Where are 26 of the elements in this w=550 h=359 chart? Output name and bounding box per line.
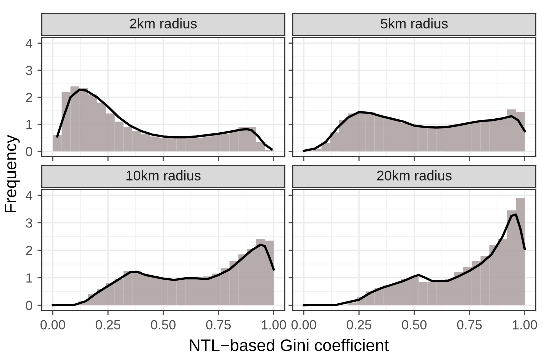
x-tick-label: 0.50 (402, 320, 427, 330)
x-axis-title: NTL−based Gini coefficient (190, 339, 390, 352)
x-tick-label: 0.00 (292, 320, 316, 330)
y-tick-label: 0 (26, 301, 32, 310)
x-tick-label: 0.75 (206, 320, 232, 330)
x-tick-label: 0.25 (346, 320, 372, 330)
y-tick-label: 2 (26, 246, 32, 256)
y-tick-label: 1 (26, 120, 32, 130)
y-tick-label: 4 (26, 39, 33, 48)
x-tick-label: 0.50 (151, 320, 176, 330)
y-tick-label: 3 (26, 218, 32, 228)
chart-title: 5km radius (381, 18, 448, 29)
x-tick-label: 0.00 (40, 320, 66, 330)
chart-title: 20km radius (377, 170, 452, 181)
chart-title: 10km radius (126, 170, 201, 181)
y-tick-label: 4 (26, 191, 33, 200)
y-tick-label: 1 (26, 274, 32, 283)
y-axis-title: Frequency (5, 135, 20, 212)
y-tick-label: 2 (26, 93, 32, 102)
chart-title: 2km radius (130, 18, 197, 29)
x-tick-label: 1.00 (513, 320, 538, 330)
y-tick-label: 3 (26, 66, 32, 76)
x-tick-label: 0.25 (96, 320, 121, 330)
x-tick-label: 1.00 (262, 320, 286, 330)
x-tick-label: 0.75 (457, 320, 482, 330)
y-tick-label: 0 (26, 147, 32, 156)
